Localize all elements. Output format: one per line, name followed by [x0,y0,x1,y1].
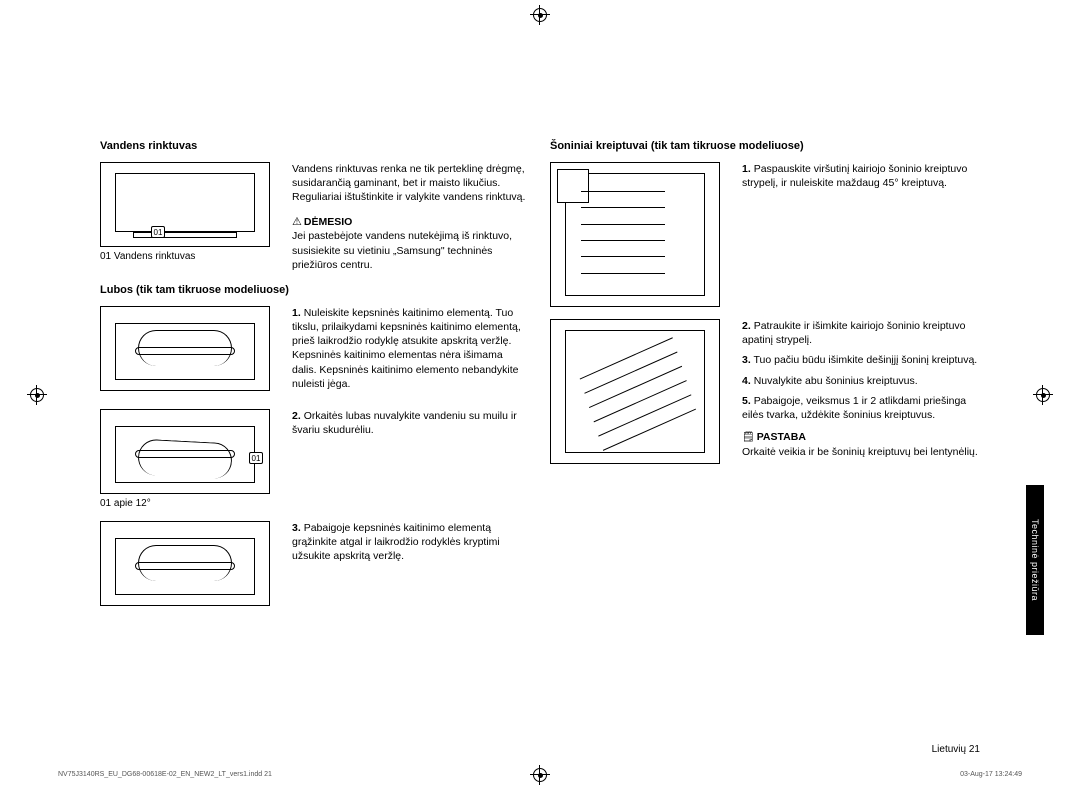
side-step-3: 3. Tuo pačiu būdu išimkite dešinįjį šoni… [742,353,980,367]
caution-text: Jei pastebėjote vandens nutekėjimą iš ri… [292,229,530,272]
crop-mark-right [1036,388,1050,402]
side-guides-row2: 2. Patraukite ir išimkite kairiojo šonin… [550,319,980,464]
caution-label: DĖMESIO [304,216,352,228]
note-icon [742,431,757,443]
side-tab: Techninė priežiūra [1026,485,1044,635]
fig-ceiling-1 [100,306,270,391]
crop-mark-left [30,388,44,402]
section-water-collector-title: Vandens rinktuvas [100,140,530,152]
ceiling-step-2: 2. Orkaitės lubas nuvalykite vandeniu su… [292,409,530,437]
water-collector-row: 01 01 Vandens rinktuvas Vandens rinktuva… [100,162,530,272]
ceiling-step-3: 3. Pabaigoje kepsninės kaitinimo element… [292,521,530,564]
section-side-guides-title: Šoniniai kreiptuvai (tik tam tikruose mo… [550,140,980,152]
ceiling-step3-row: 3. Pabaigoje kepsninės kaitinimo element… [100,521,530,606]
note-label: PASTABA [757,431,806,443]
callout-01-b: 01 [249,452,263,464]
page-number: Lietuvių 21 [932,744,980,755]
caution-icon [292,216,304,228]
fig-water-collector: 01 [100,162,270,247]
fig-ceiling-3 [100,521,270,606]
side-guides-row1: 1. Paspauskite viršutinį kairiojo šonini… [550,162,980,307]
ceiling-step-1: 1. Nuleiskite kepsninės kaitinimo elemen… [292,306,530,391]
left-column: Vandens rinktuvas 01 01 Vandens rinktuva… [100,140,530,618]
note-text: Orkaitė veikia ir be šoninių kreiptuvų b… [742,445,980,459]
side-step-1: 1. Paspauskite viršutinį kairiojo šonini… [742,162,980,190]
crop-mark-bottom [533,768,547,782]
side-step-5: 5. Pabaigoje, veiksmus 1 ir 2 atlikdami … [742,394,980,422]
fig-ceiling-2: 01 [100,409,270,494]
footer-filename: NV75J3140RS_EU_DG68-00618E-02_EN_NEW2_LT… [58,771,272,778]
section-ceiling-title: Lubos (tik tam tikruose modeliuose) [100,284,530,296]
crop-mark-top [533,8,547,22]
ceiling-step1-row: 1. Nuleiskite kepsninės kaitinimo elemen… [100,306,530,397]
callout-01: 01 [151,226,165,238]
fig-side-guides-2 [550,319,720,464]
ceiling-step2-row: 01 01 apie 12° 2. Orkaitės lubas nuvalyk… [100,409,530,509]
water-collector-text: Vandens rinktuvas renka ne tik perteklin… [292,162,530,205]
fig-ceiling-2-caption: 01 apie 12° [100,498,270,509]
side-step-4: 4. Nuvalykite abu šoninius kreiptuvus. [742,374,980,388]
page-content: Vandens rinktuvas 01 01 Vandens rinktuva… [100,140,985,760]
footer-timestamp: 03-Aug-17 13:24:49 [960,771,1022,778]
side-step-2: 2. Patraukite ir išimkite kairiojo šonin… [742,319,980,347]
right-column: Šoniniai kreiptuvai (tik tam tikruose mo… [550,140,980,476]
fig-side-guides-1 [550,162,720,307]
fig-water-collector-caption: 01 Vandens rinktuvas [100,251,270,262]
